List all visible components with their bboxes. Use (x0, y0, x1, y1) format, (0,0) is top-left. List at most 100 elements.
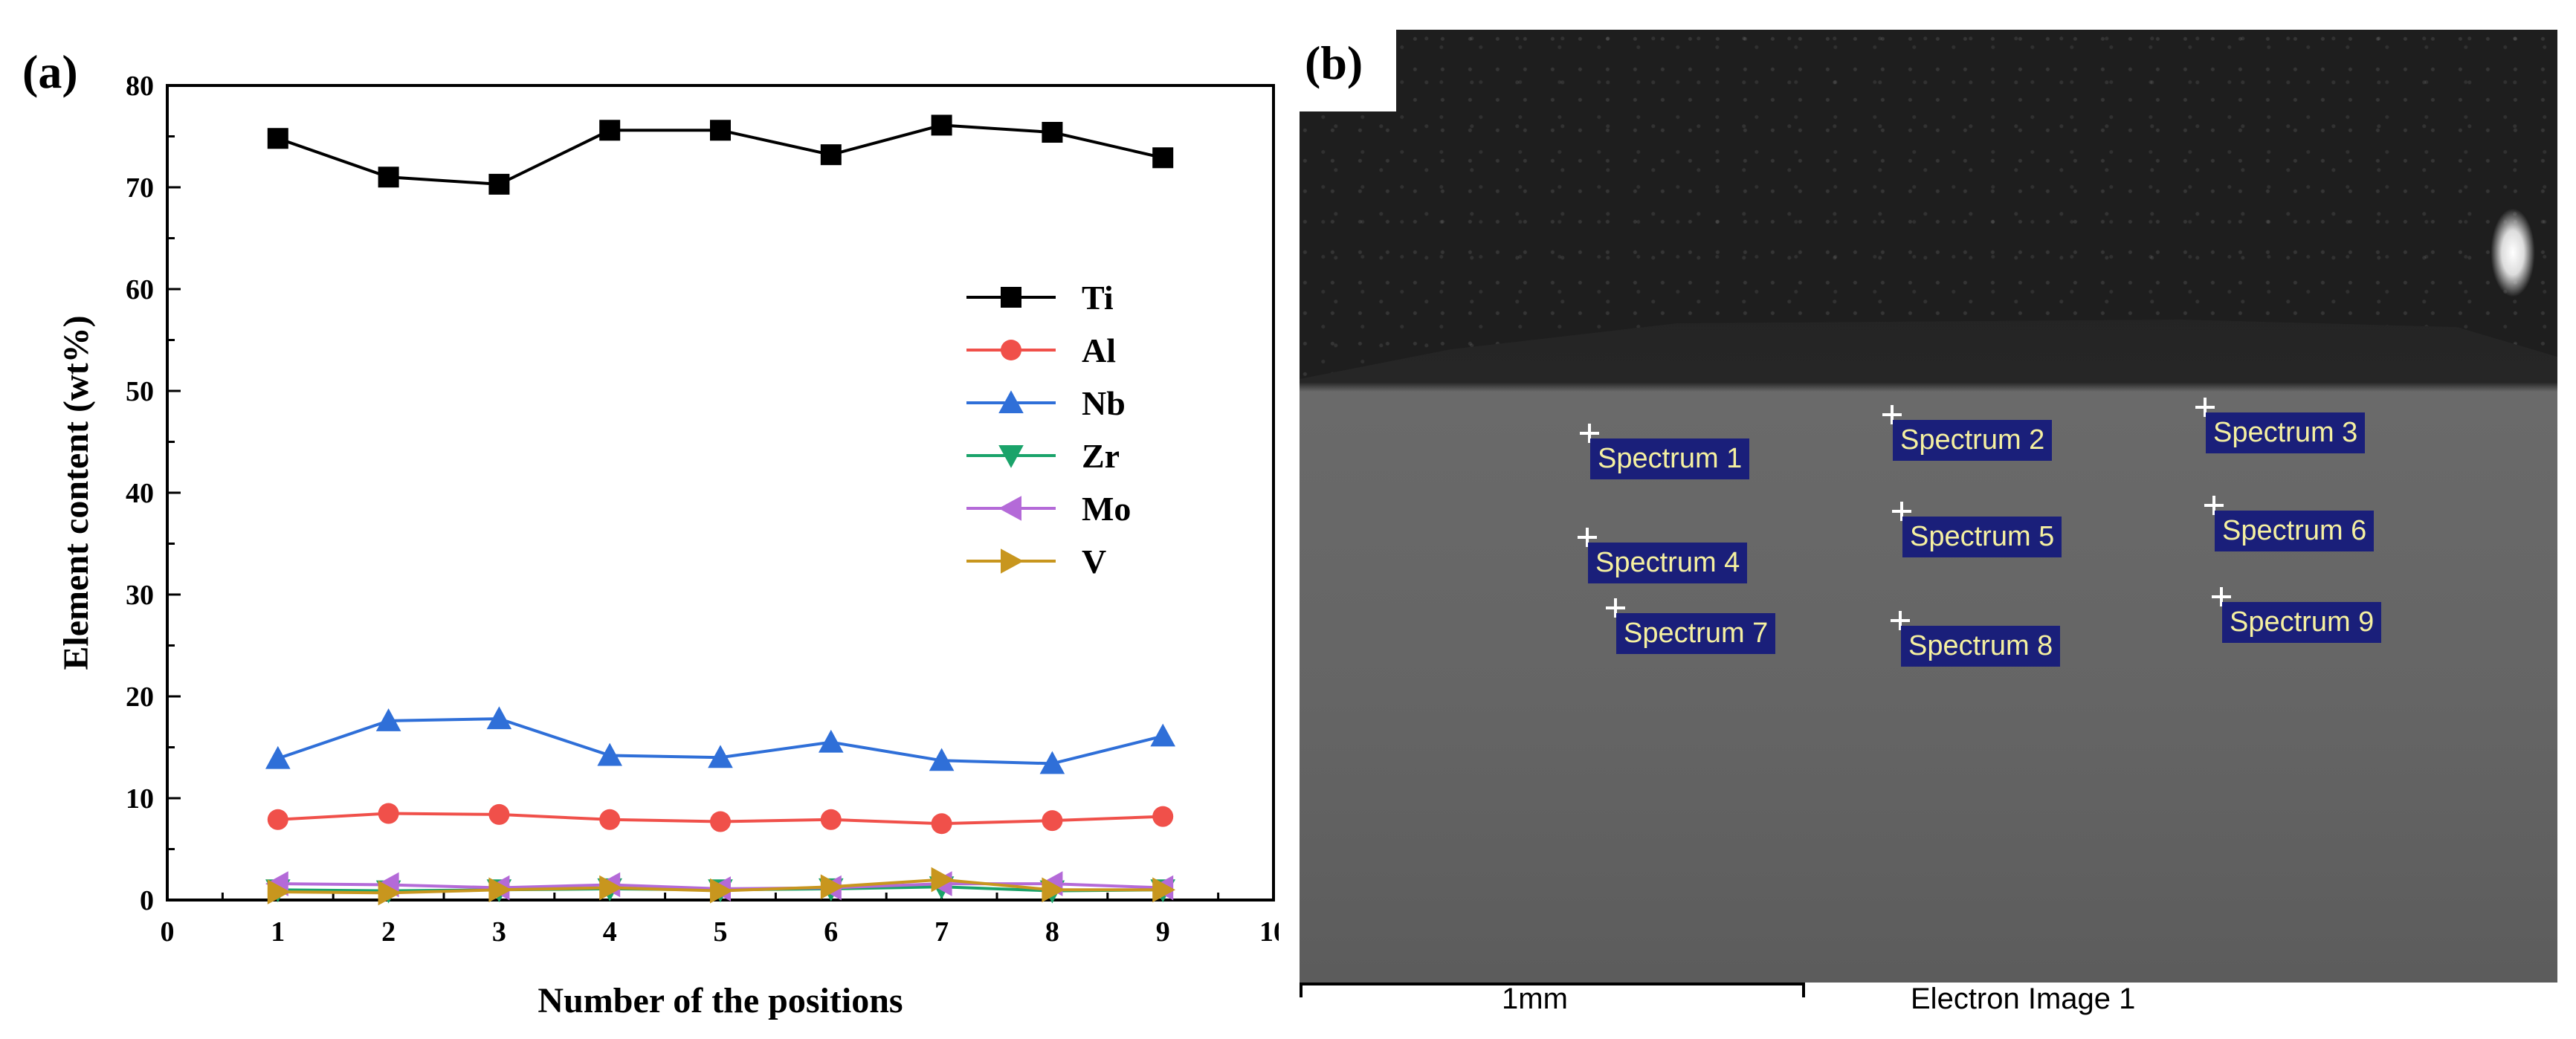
series-v (267, 867, 1175, 906)
x-tick-label: 10 (1259, 916, 1279, 948)
legend-item-al: Al (966, 331, 1116, 369)
x-tick-label: 9 (1156, 916, 1170, 948)
data-point (710, 878, 733, 904)
legend-label: Mo (1082, 490, 1131, 528)
data-point (710, 120, 731, 141)
y-axis-title: Element content (wt%) (57, 315, 96, 670)
legend-label: V (1082, 543, 1106, 580)
data-point (488, 173, 510, 195)
data-point (710, 811, 731, 832)
line-chart: (a) 0 10 20 30 40 50 60 70 80 0 1 2 3 4 5 6 7 8 9 10 Ti Al N… (22, 45, 1279, 1020)
y-tick-label: 70 (126, 172, 154, 204)
data-point (1150, 723, 1175, 747)
x-axis-title: Number of the positions (538, 981, 903, 1020)
data-point (599, 120, 621, 141)
data-point (378, 803, 399, 824)
data-point (599, 809, 621, 830)
data-point (267, 879, 291, 904)
series-layer (265, 114, 1175, 906)
sem-electron-image (1300, 30, 2557, 983)
y-tick-label: 80 (126, 71, 154, 102)
data-point (486, 706, 512, 730)
data-point (819, 729, 844, 753)
y-tick-label: 0 (140, 885, 154, 916)
data-point (599, 875, 622, 901)
legend-marker (1001, 548, 1024, 574)
data-point (1042, 122, 1063, 143)
y-tick-label: 50 (126, 376, 154, 407)
image-caption: Electron Image 1 (1911, 983, 2136, 1015)
x-tick-label: 5 (714, 916, 728, 948)
y-tick-label: 40 (126, 478, 154, 509)
y-tick-label: 20 (126, 682, 154, 713)
sem-bright-spot (2491, 208, 2535, 297)
data-point (1152, 877, 1175, 903)
y-axis-ticks: 0 10 20 30 40 50 60 70 80 (126, 71, 181, 916)
y-tick-label: 10 (126, 783, 154, 815)
data-point (931, 867, 955, 893)
data-point (378, 166, 399, 188)
x-tick-label: 1 (271, 916, 285, 948)
series-al (267, 803, 1174, 835)
crosshair-icon (2204, 496, 2224, 515)
legend: Ti Al Nb Zr Mo V (966, 279, 1131, 580)
crosshair-icon (2195, 398, 2215, 417)
legend-label: Nb (1082, 384, 1126, 422)
spectrum-label: Spectrum 1 (1590, 438, 1750, 479)
data-point (820, 809, 842, 830)
legend-marker (998, 445, 1024, 468)
legend-label: Zr (1082, 437, 1120, 475)
y-tick-label: 30 (126, 580, 154, 611)
y-tick-label: 60 (126, 274, 154, 305)
legend-marker (998, 496, 1021, 521)
legend-item-ti: Ti (966, 279, 1114, 317)
crosshair-icon (1882, 405, 1902, 424)
data-point (488, 803, 510, 825)
spectrum-label: Spectrum 7 (1616, 613, 1776, 654)
legend-label: Al (1082, 331, 1116, 369)
series-nb (265, 706, 1175, 774)
crosshair-icon (1578, 528, 1597, 547)
spectrum-label: Spectrum 2 (1893, 420, 2053, 461)
series-ti (267, 114, 1174, 195)
x-tick-label: 2 (381, 916, 396, 948)
spectrum-label: Spectrum 4 (1588, 543, 1748, 583)
legend-item-nb: Nb (966, 384, 1126, 422)
x-tick-label: 4 (603, 916, 617, 948)
data-point (1042, 810, 1063, 832)
scale-bar (1300, 983, 1805, 999)
crosshair-icon (2212, 587, 2231, 606)
x-tick-label: 3 (492, 916, 506, 948)
spectrum-label: Spectrum 5 (1902, 517, 2062, 557)
panel-a-label: (a) (22, 45, 78, 98)
data-point (708, 745, 733, 768)
data-point (267, 809, 288, 830)
legend-marker (998, 390, 1024, 413)
data-point (488, 877, 512, 903)
data-point (378, 880, 401, 906)
data-point (931, 813, 952, 835)
spectrum-label: Spectrum 8 (1901, 626, 2061, 667)
legend-item-v: V (966, 543, 1106, 580)
panel-b-label: (b) (1305, 36, 1363, 89)
crosshair-icon (1891, 611, 1910, 630)
legend-label: Ti (1082, 279, 1114, 317)
spectrum-label: Spectrum 3 (2206, 412, 2366, 453)
sem-dark-region (1300, 30, 2557, 379)
data-point (1039, 751, 1065, 774)
scale-bar-label: 1mm (1502, 983, 1568, 1015)
data-point (820, 874, 844, 899)
legend-item-mo: Mo (966, 490, 1131, 528)
data-point (375, 708, 401, 731)
legend-marker (1001, 340, 1021, 360)
x-tick-label: 0 (161, 916, 175, 948)
data-point (1152, 147, 1174, 169)
data-point (820, 144, 842, 166)
panel-b-label-box (1300, 30, 1396, 111)
crosshair-icon (1606, 598, 1625, 618)
data-point (597, 742, 622, 766)
x-tick-label: 7 (934, 916, 949, 948)
spectrum-label: Spectrum 9 (2222, 602, 2382, 643)
crosshair-icon (1892, 502, 1911, 521)
legend-item-zr: Zr (966, 437, 1120, 475)
